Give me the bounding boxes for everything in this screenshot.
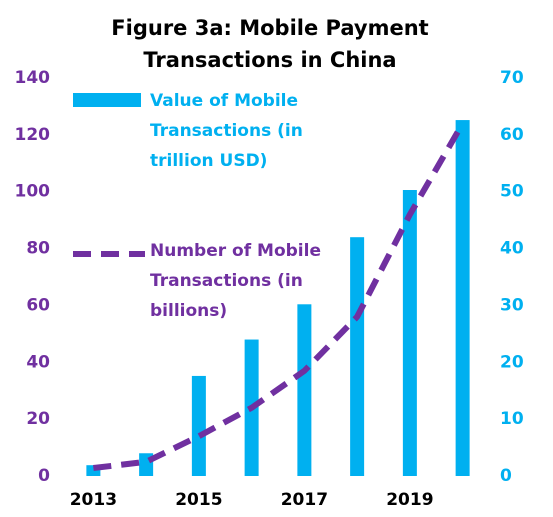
bar <box>402 190 417 476</box>
y-tick-label: 140 <box>15 68 51 88</box>
y-tick-label: 80 <box>26 239 50 259</box>
chart-title: Figure 3a: Mobile Payment Transactions i… <box>111 16 429 72</box>
bar <box>86 465 101 476</box>
legend-label: Number of Mobile Transactions (in billio… <box>150 241 321 321</box>
y-tick-label: 120 <box>15 125 51 145</box>
x-tick-label: 2019 <box>386 490 433 510</box>
bar <box>350 237 365 476</box>
bar <box>191 375 206 476</box>
y-tick-label: 40 <box>26 352 50 372</box>
y2-tick-label: 60 <box>500 125 524 145</box>
line <box>93 121 466 472</box>
x-tick-label: 2015 <box>175 490 222 510</box>
x-tick-label: 2013 <box>70 490 117 510</box>
y-tick-label: 100 <box>15 182 51 202</box>
y2-tick-label: 70 <box>500 68 524 88</box>
legend-swatch <box>73 93 141 107</box>
x-tick-label: 2017 <box>281 490 328 510</box>
y2-tick-label: 20 <box>500 352 524 372</box>
y2-tick-label: 40 <box>500 239 524 259</box>
y2-tick-label: 0 <box>500 466 512 486</box>
bar <box>455 120 470 477</box>
y-tick-label: 0 <box>38 466 50 486</box>
legend-label: Value of Mobile Transactions (in trillio… <box>150 91 303 171</box>
bar <box>297 304 312 476</box>
y2-tick-label: 30 <box>500 295 524 315</box>
y2-tick-label: 50 <box>500 182 524 202</box>
y2-tick-label: 10 <box>500 409 524 429</box>
y-tick-label: 60 <box>26 295 50 315</box>
y-tick-label: 20 <box>26 409 50 429</box>
